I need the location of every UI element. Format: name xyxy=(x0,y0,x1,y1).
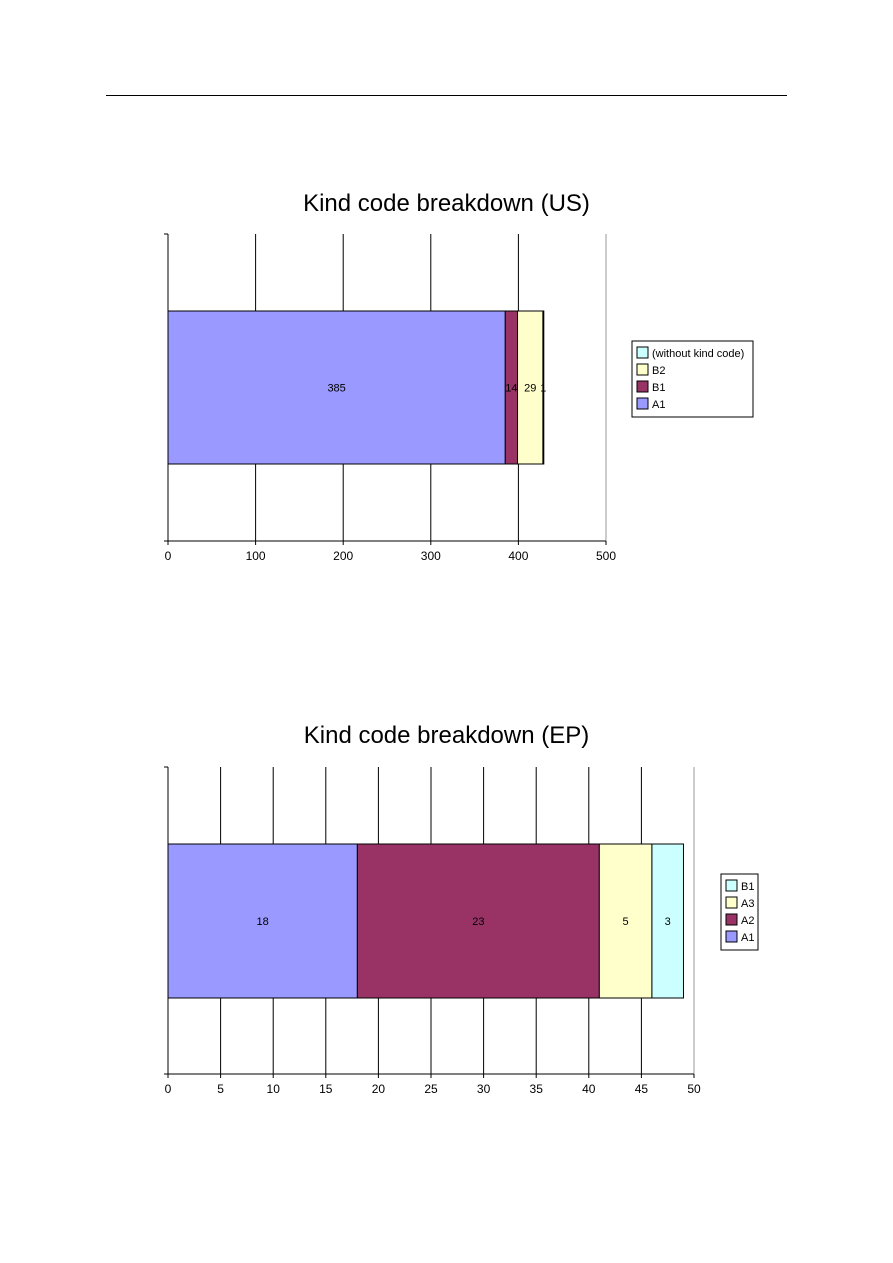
ep-legend-swatch xyxy=(726,914,737,925)
us-data-label: 385 xyxy=(327,383,345,395)
us-legend-label: B2 xyxy=(652,365,665,377)
chart-title-us: Kind code breakdown (US) xyxy=(0,190,893,218)
ep-x-tick-label: 45 xyxy=(635,1082,649,1096)
us-legend-label: (without kind code) xyxy=(652,348,744,360)
ep-x-tick-label: 40 xyxy=(582,1082,596,1096)
us-legend-swatch xyxy=(637,347,648,358)
us-legend-swatch xyxy=(637,398,648,409)
us-legend-swatch xyxy=(637,381,648,392)
ep-legend-swatch xyxy=(726,880,737,891)
ep-data-label: 18 xyxy=(257,916,269,928)
us-legend-swatch xyxy=(637,364,648,375)
us-data-label: 1 xyxy=(540,383,546,395)
us-x-tick-label: 100 xyxy=(246,549,266,563)
ep-x-tick-label: 30 xyxy=(477,1082,491,1096)
us-data-label: 14 xyxy=(505,383,517,395)
us-x-tick-label: 200 xyxy=(333,549,353,563)
ep-data-label: 23 xyxy=(472,916,484,928)
us-x-tick-label: 400 xyxy=(508,549,528,563)
us-x-tick-label: 500 xyxy=(596,549,616,563)
header-rule xyxy=(106,95,787,96)
us-legend-label: B1 xyxy=(652,382,665,394)
ep-legend-label: A1 xyxy=(741,932,754,944)
us-x-tick-label: 300 xyxy=(421,549,441,563)
ep-legend-label: A2 xyxy=(741,915,754,927)
chart-ep: 0 5 10 15 20 25 30 35 40 45 50 18 23 5 3 B1 A3 A2 A1 xyxy=(0,757,893,1137)
chart-title-ep: Kind code breakdown (EP) xyxy=(0,722,893,750)
us-legend-label: A1 xyxy=(652,399,665,411)
ep-data-label: 5 xyxy=(623,916,629,928)
us-data-label: 29 xyxy=(524,383,536,395)
ep-x-tick-label: 25 xyxy=(424,1082,438,1096)
ep-data-label: 3 xyxy=(665,916,671,928)
ep-x-tick-label: 0 xyxy=(165,1082,172,1096)
chart-us: 0 100 200 300 400 500 385 14 29 1 (without kind co… xyxy=(0,225,893,605)
ep-x-tick-label: 15 xyxy=(319,1082,333,1096)
ep-x-tick-label: 20 xyxy=(372,1082,386,1096)
ep-x-tick-label: 10 xyxy=(267,1082,281,1096)
ep-x-tick-label: 5 xyxy=(217,1082,224,1096)
ep-legend-label: A3 xyxy=(741,898,754,910)
ep-legend-label: B1 xyxy=(741,881,754,893)
ep-legend-swatch xyxy=(726,931,737,942)
ep-x-tick-label: 35 xyxy=(530,1082,544,1096)
ep-x-tick-label: 50 xyxy=(687,1082,701,1096)
us-x-tick-label: 0 xyxy=(165,549,172,563)
ep-legend-swatch xyxy=(726,897,737,908)
